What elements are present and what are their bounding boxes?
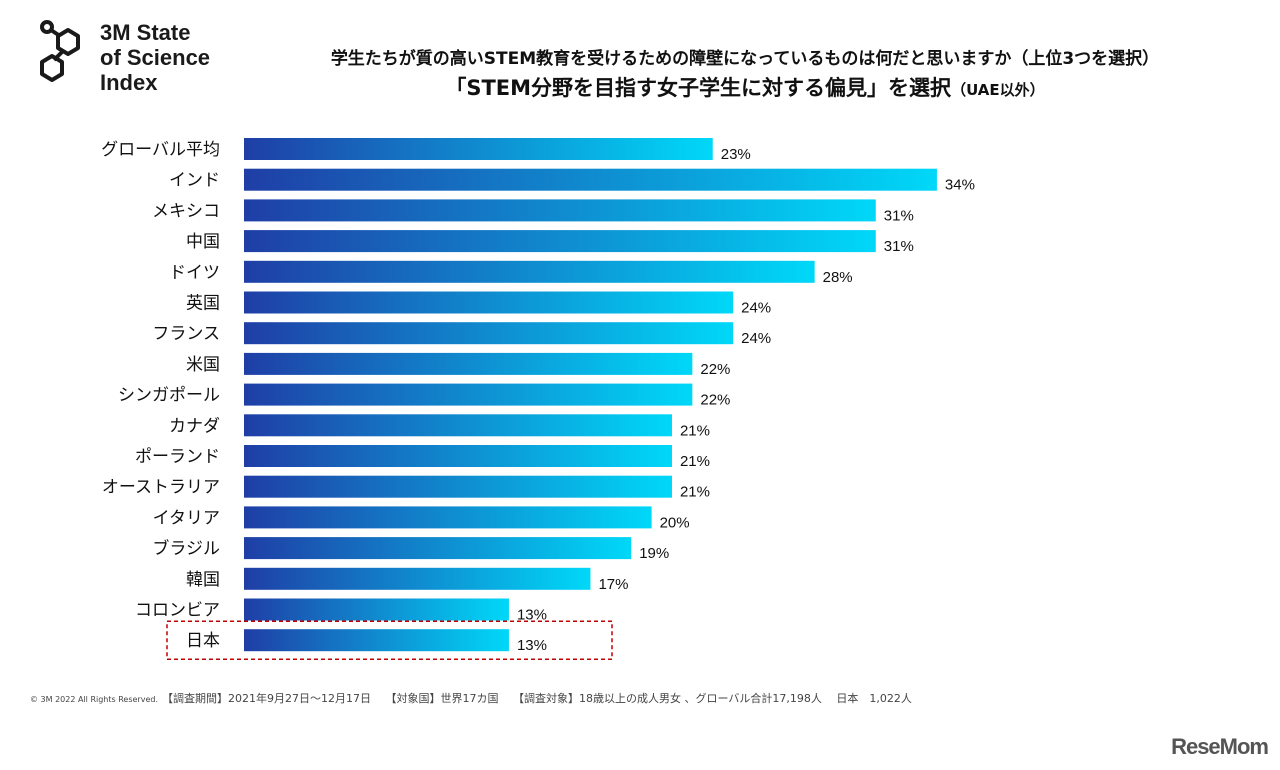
highlight-box [166,620,613,660]
bar-chart: グローバル平均 23% インド 34% メキシコ 31% 中国 31% ドイツ 28% 英国 24% フ… [101,138,975,660]
category-label: 韓国 [186,570,220,590]
data-label: 22% [700,392,730,409]
bar [244,475,672,498]
category-label: 英国 [186,294,220,314]
data-label: 21% [680,422,710,439]
data-label: 34% [945,177,975,194]
category-label: 中国 [186,232,220,252]
bar [244,168,937,191]
copyright: © 3M 2022 All Rights Reserved. [30,695,158,704]
data-label: 20% [660,514,690,531]
category-label: グローバル平均 [101,140,220,160]
bar [244,598,509,621]
survey-info: 【調査期間】2021年9月27日～12月17日 【対象国】世界17カ国 【調査対… [162,692,912,705]
category-label: ポーランド [135,447,220,467]
logo-line: of Science [100,45,211,70]
category-label: オーストラリア [102,478,220,498]
bar [244,383,693,406]
bar [244,414,672,437]
data-label: 21% [680,484,710,501]
bar [244,138,713,160]
logo-line: Index [100,70,158,95]
data-label: 17% [598,576,628,593]
data-label: 24% [741,300,771,317]
data-label: 19% [639,545,669,562]
category-label: ブラジル [152,538,220,559]
bar [244,230,876,253]
category-label: 日本 [186,631,220,651]
data-label: 13% [517,607,547,624]
category-label: カナダ [169,416,220,436]
subtitle-note: （UAE以外） [951,81,1045,99]
chart-title: 学生たちが質の高いSTEM教育を受けるための障壁になっているものは何だと思います… [330,49,1160,69]
bar [244,291,734,314]
data-label: 28% [823,269,853,286]
bar [244,567,591,590]
subtitle-text: 「STEM分野を目指す女子学生に対する偏見」を選択 [445,76,952,100]
data-label: 31% [884,207,914,224]
data-label: 24% [741,330,771,347]
watermark-logo: ReseMom [1171,734,1269,759]
category-label: イタリア [153,508,220,528]
category-label: コロンビア [135,601,220,621]
data-label: 21% [680,453,710,470]
category-label: 米国 [186,355,220,375]
bar [244,537,632,560]
category-label: インド [169,171,220,191]
footer: © 3M 2022 All Rights Reserved. 【調査期間】2021… [30,690,912,706]
data-label: 31% [884,238,914,255]
logo-line: 3M State [100,20,191,45]
category-label: メキシコ [152,201,220,221]
bar [244,445,672,467]
logo-text: 3M State of Science Index [100,20,210,95]
bar [244,322,734,345]
chart-subtitle: 「STEM分野を目指す女子学生に対する偏見」を選択（UAE以外） [230,72,1260,102]
data-label: 22% [700,361,730,378]
bar [244,199,876,222]
category-label: シンガポール [118,386,220,406]
category-label: フランス [152,324,220,344]
bar [244,629,509,652]
data-label: 13% [517,637,547,654]
molecule-logo-icon [40,20,80,82]
data-label: 23% [721,146,751,163]
bar [244,352,693,375]
category-label: ドイツ [169,263,220,283]
bar [244,506,652,529]
bar [244,260,815,283]
